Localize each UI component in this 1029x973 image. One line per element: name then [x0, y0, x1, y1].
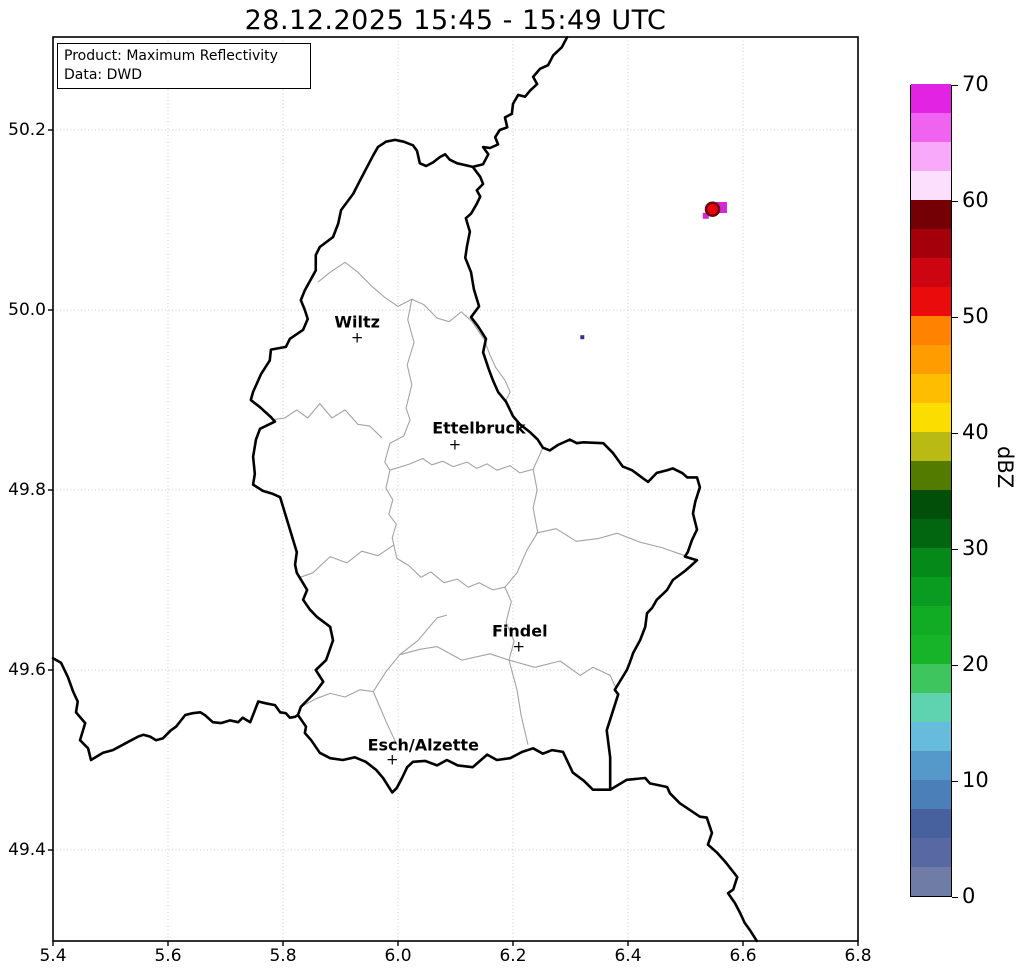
colorbar-segment	[911, 344, 951, 374]
colorbar-segment	[911, 547, 951, 577]
colorbar-segment	[911, 141, 951, 171]
colorbar-tick-mark	[952, 896, 958, 898]
data-source-line: Data: DWD	[64, 67, 142, 83]
y-tick-label: 49.6	[8, 660, 46, 680]
national-border-french-belgian-border-west	[51, 656, 300, 762]
colorbar-label: dBZ	[993, 446, 1017, 489]
radar-echo	[580, 335, 585, 340]
colorbar-tick-mark	[952, 780, 958, 782]
product-info-line: Product: Maximum Reflectivity	[64, 48, 278, 64]
colorbar-tick-mark	[952, 548, 958, 550]
colorbar-segment	[911, 634, 951, 664]
city-label: Esch/Alzette	[367, 735, 479, 755]
x-tick-label: 6.8	[844, 946, 872, 966]
colorbar-tick-mark	[952, 664, 958, 666]
colorbar	[910, 83, 952, 897]
colorbar-segment	[911, 199, 951, 229]
colorbar-segment	[911, 692, 951, 722]
national-border-our-river-border-north	[471, 35, 569, 169]
colorbar-tick-label: 50	[962, 304, 989, 328]
city-marker: +	[448, 435, 462, 454]
colorbar-segment	[911, 170, 951, 200]
city-marker: +	[350, 328, 364, 347]
colorbar-segment	[911, 808, 951, 838]
colorbar-segment	[911, 460, 951, 490]
colorbar-tick-label: 10	[962, 768, 989, 792]
colorbar-tick-label: 60	[962, 188, 989, 212]
district-border	[535, 528, 686, 557]
plot-frame	[52, 36, 859, 942]
colorbar-segment	[911, 112, 951, 142]
colorbar-segment	[911, 663, 951, 693]
y-tick-label: 50.2	[8, 120, 46, 140]
colorbar-tick-label: 70	[962, 72, 989, 96]
colorbar-segment	[911, 402, 951, 432]
x-tick-label: 6.2	[499, 946, 527, 966]
colorbar-segment	[911, 257, 951, 287]
colorbar-tick-label: 20	[962, 652, 989, 676]
national-border-luxembourg-outline	[249, 138, 702, 794]
colorbar-segment	[911, 837, 951, 867]
x-tick-label: 6.0	[384, 946, 412, 966]
district-border	[271, 403, 383, 439]
x-tick-label: 5.6	[154, 946, 182, 966]
colorbar-tick-label: 0	[962, 884, 976, 908]
colorbar-tick-mark	[952, 316, 958, 318]
y-tick-label: 50.0	[8, 300, 46, 320]
radar-echo	[702, 212, 709, 219]
colorbar-tick-label: 30	[962, 536, 989, 560]
colorbar-segment	[911, 286, 951, 316]
colorbar-tick-mark	[952, 200, 958, 202]
radar-echo-core	[704, 201, 721, 217]
y-tick-label: 49.4	[8, 840, 46, 860]
colorbar-segment	[911, 721, 951, 751]
colorbar-segment	[911, 315, 951, 345]
city-marker: +	[512, 636, 526, 655]
colorbar-segment	[911, 518, 951, 548]
colorbar-segment	[911, 431, 951, 461]
x-tick-label: 6.6	[729, 946, 757, 966]
x-tick-label: 5.8	[269, 946, 297, 966]
colorbar-segment	[911, 489, 951, 519]
x-tick-label: 6.4	[614, 946, 642, 966]
colorbar-segment	[911, 750, 951, 780]
radar-echo	[715, 202, 727, 213]
colorbar-tick-label: 40	[962, 420, 989, 444]
district-border	[372, 614, 448, 692]
district-border	[300, 689, 398, 745]
colorbar-segment	[911, 605, 951, 635]
colorbar-segment	[911, 779, 951, 809]
x-tick-label: 5.4	[39, 946, 67, 966]
y-tick-label: 49.8	[8, 480, 46, 500]
colorbar-tick-mark	[952, 432, 958, 434]
district-border	[389, 447, 544, 474]
colorbar-tick-mark	[952, 84, 958, 86]
district-border	[384, 299, 415, 471]
product-info-box: Product: Maximum Reflectivity Data: DWD	[57, 43, 311, 89]
city-label: Findel	[491, 621, 548, 641]
district-border	[385, 469, 539, 591]
colorbar-segment	[911, 866, 951, 896]
national-border-moselle-border-southeast	[608, 776, 759, 943]
colorbar-segment	[911, 373, 951, 403]
figure-title: 28.12.2025 15:45 - 15:49 UTC	[244, 5, 667, 36]
district-border	[399, 646, 617, 689]
colorbar-segment	[911, 83, 951, 113]
city-marker: +	[385, 750, 399, 769]
district-border	[300, 544, 395, 578]
colorbar-segment	[911, 228, 951, 258]
city-label: Wiltz	[334, 312, 380, 332]
district-border	[504, 586, 529, 745]
city-label: Ettelbruck	[432, 418, 526, 438]
colorbar-segment	[911, 576, 951, 606]
district-border	[317, 261, 511, 401]
